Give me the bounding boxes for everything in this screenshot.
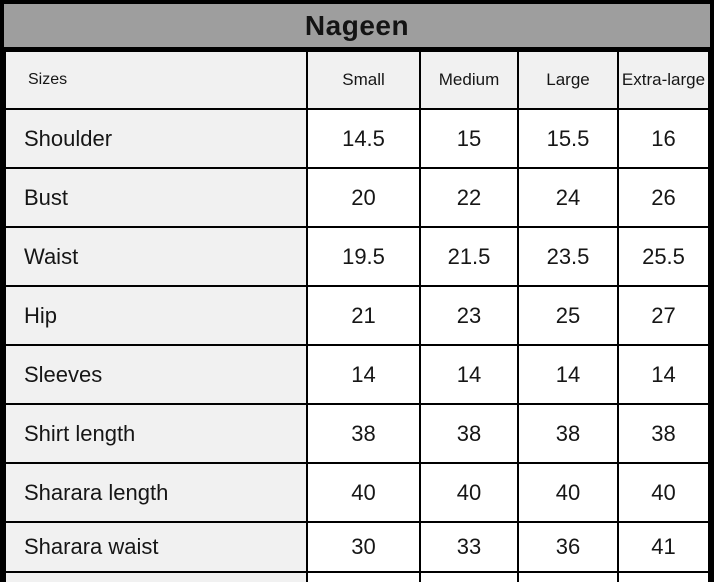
brand-title: Nageen [304,9,410,41]
measurement-value: 14 [419,344,519,405]
measurement-value: 21.5 [419,226,519,287]
size-column-header-medium: Medium [419,50,519,110]
brand-header: Nageen [4,4,710,50]
row-label: Bust [4,167,308,228]
partial-row [4,571,710,582]
measurement-value: 14 [617,344,710,405]
measurement-value: 27 [617,285,710,346]
row-label: Sharara length [4,462,308,523]
measurement-value: 21 [306,285,421,346]
row-label: Sleeves [4,344,308,405]
size-column-header-small: Small [306,50,421,110]
measurement-value: 16 [617,108,710,169]
measurement-value: 41 [617,521,710,573]
table-row: Sleeves 14 14 14 14 [4,344,710,405]
table-row: Waist 19.5 21.5 23.5 25.5 [4,226,710,287]
measurement-value: 19.5 [306,226,421,287]
row-label: Waist [4,226,308,287]
table-row: Sharara length 40 40 40 40 [4,462,710,523]
measurement-value: 20 [306,167,421,228]
measurement-value: 40 [306,462,421,523]
measurement-value: 40 [617,462,710,523]
row-label: Hip [4,285,308,346]
measurement-value [617,571,710,582]
row-label: Sharara waist [4,521,308,573]
row-label: Shirt length [4,403,308,464]
measurement-value: 38 [419,403,519,464]
row-label: Shoulder [4,108,308,169]
measurement-value: 40 [419,462,519,523]
measurement-value: 14.5 [306,108,421,169]
measurement-value [517,571,619,582]
measurement-value [419,571,519,582]
measurement-value: 38 [617,403,710,464]
measurement-value: 15.5 [517,108,619,169]
size-column-header-extra-large: Extra-large [617,50,710,110]
measurement-value: 22 [419,167,519,228]
measurement-value: 25 [517,285,619,346]
measurement-value: 23.5 [517,226,619,287]
measurement-value: 40 [517,462,619,523]
measurement-value: 36 [517,521,619,573]
measurement-value: 14 [306,344,421,405]
measurement-value: 38 [517,403,619,464]
sizes-column-header: Sizes [4,50,308,110]
table-row: Hip 21 23 25 27 [4,285,710,346]
measurement-value [306,571,421,582]
table-row: Sharara waist 30 33 36 41 [4,521,710,573]
table-row: Shoulder 14.5 15 15.5 16 [4,108,710,169]
table-row: Shirt length 38 38 38 38 [4,403,710,464]
measurement-value: 26 [617,167,710,228]
measurement-value: 14 [517,344,619,405]
header-row: Sizes Small Medium Large Extra-large [4,50,710,110]
measurement-value: 33 [419,521,519,573]
row-label [4,571,308,582]
size-table: Sizes Small Medium Large Extra-large Sho… [4,50,710,582]
measurement-value: 38 [306,403,421,464]
measurement-value: 25.5 [617,226,710,287]
table-row: Bust 20 22 24 26 [4,167,710,228]
measurement-value: 24 [517,167,619,228]
measurement-value: 30 [306,521,421,573]
measurement-value: 23 [419,285,519,346]
measurement-value: 15 [419,108,519,169]
size-column-header-large: Large [517,50,619,110]
